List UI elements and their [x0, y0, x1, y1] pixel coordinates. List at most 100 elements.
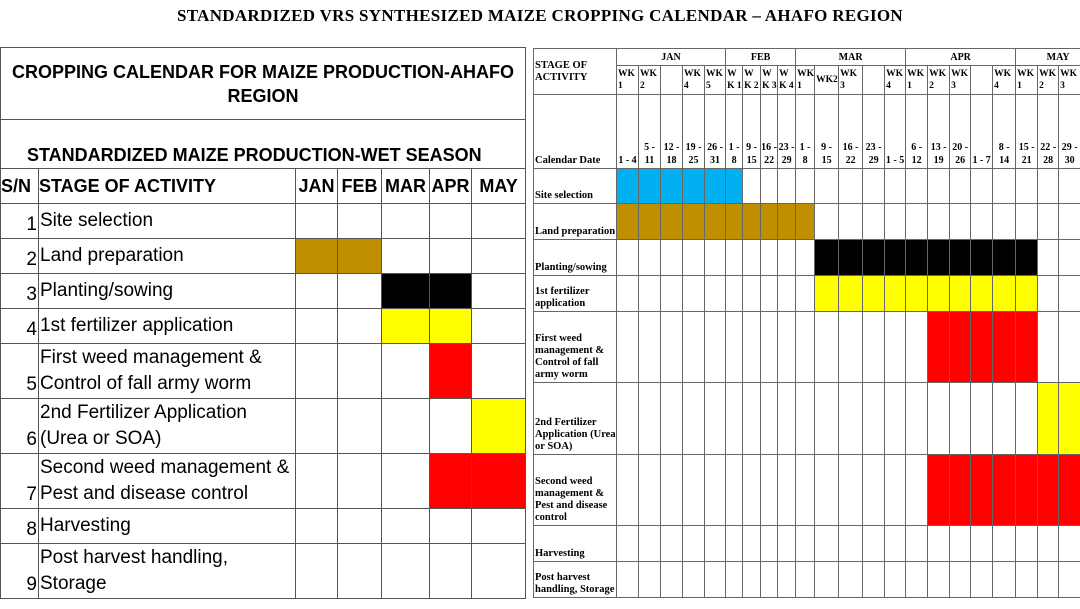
row-number: 8	[0, 508, 39, 544]
month-cell-feb	[337, 273, 382, 309]
month-header-may: MAY	[470, 168, 527, 204]
date-range-cell: 9 - 15	[742, 94, 762, 169]
week-cell	[927, 561, 951, 598]
date-range-cell: 5 - 11	[638, 94, 661, 169]
month-cell-may	[470, 508, 527, 544]
week-cell	[660, 382, 683, 455]
week-cell	[660, 310, 683, 384]
month-cell-feb	[337, 308, 382, 344]
date-range-cell: 23 - 29	[777, 94, 797, 169]
month-cell-jan	[295, 308, 338, 344]
week-cell	[1015, 167, 1039, 205]
month-header-mar: MAR	[381, 168, 430, 204]
week-cell	[660, 274, 683, 312]
row-number: 1	[0, 203, 39, 239]
week-cell	[970, 453, 994, 527]
week-header: WK 1	[905, 65, 929, 95]
row-number: 5	[0, 343, 39, 399]
month-cell-jan	[295, 343, 338, 399]
week-cell	[742, 382, 762, 455]
week-cell	[862, 274, 886, 312]
week-cell	[1058, 382, 1080, 455]
week-cell	[884, 167, 907, 205]
week-header	[862, 65, 886, 95]
week-cell	[760, 274, 779, 312]
week-cell	[742, 310, 762, 384]
week-cell	[777, 525, 797, 563]
month-cell-feb	[337, 343, 382, 399]
week-cell	[862, 203, 886, 241]
week-cell	[814, 167, 840, 205]
week-cell	[970, 274, 994, 312]
week-cell	[905, 274, 929, 312]
week-cell	[814, 274, 840, 312]
week-cell	[838, 310, 864, 384]
month-header-may: MAY	[1015, 47, 1080, 67]
week-cell	[949, 203, 972, 241]
table-row: Land preparation	[533, 203, 1080, 241]
week-cell	[927, 382, 951, 455]
month-cell-apr	[429, 343, 472, 399]
month-cell-mar	[381, 273, 430, 309]
week-header: WK4	[992, 65, 1017, 95]
activity-label: Second weed management & Pest and diseas…	[533, 453, 617, 527]
date-range-cell: 29 - 30	[1058, 94, 1080, 169]
week-cell	[638, 525, 661, 563]
date-range-cell: 15 - 21	[1015, 94, 1039, 169]
week-cell	[949, 525, 972, 563]
month-cell-jan	[295, 453, 338, 509]
activity-label: Planting/sowing	[533, 239, 617, 276]
week-cell	[703, 310, 727, 384]
table-row: 2 Land preparation	[0, 238, 527, 274]
month-header-feb: FEB	[337, 168, 382, 204]
month-cell-may	[470, 398, 527, 454]
week-cell	[1058, 525, 1080, 563]
month-header-mar: MAR	[795, 47, 907, 67]
week-cell	[725, 167, 744, 205]
week-header: WK 4	[777, 65, 797, 95]
week-cell	[1058, 203, 1080, 241]
week-cell	[725, 453, 744, 527]
month-cell-feb	[337, 543, 382, 599]
week-cell	[795, 382, 816, 455]
month-cell-may	[470, 238, 527, 274]
week-cell	[1015, 239, 1039, 276]
week-cell	[660, 525, 683, 563]
week-cell	[838, 525, 864, 563]
date-range-cell: 1 - 8	[725, 94, 744, 169]
month-cell-apr	[429, 203, 472, 239]
week-cell	[949, 382, 972, 455]
week-cell	[660, 203, 683, 241]
table-row: Harvesting	[533, 525, 1080, 563]
month-cell-feb	[337, 398, 382, 454]
week-cell	[838, 274, 864, 312]
date-range-cell: 1 - 5	[884, 94, 907, 169]
week-cell	[949, 561, 972, 598]
week-cell	[814, 203, 840, 241]
week-cell	[760, 382, 779, 455]
week-cell	[742, 453, 762, 527]
week-cell	[742, 239, 762, 276]
week-cell	[616, 239, 639, 276]
week-header: WK4	[884, 65, 907, 95]
week-cell	[992, 310, 1017, 384]
left-title: CROPPING CALENDAR FOR MAIZE PRODUCTION-A…	[0, 47, 527, 120]
week-cell	[814, 239, 840, 276]
table-row: Second weed management & Pest and diseas…	[533, 453, 1080, 527]
month-cell-mar	[381, 308, 430, 344]
week-cell	[862, 453, 886, 527]
week-cell	[927, 239, 951, 276]
week-cell	[814, 453, 840, 527]
week-cell	[682, 525, 705, 563]
table-row: Post harvest handling, Storage	[533, 561, 1080, 598]
week-cell	[777, 239, 797, 276]
sn-header: S/N	[0, 168, 39, 204]
month-cell-feb	[337, 508, 382, 544]
table-row: 2nd Fertilizer Application (Urea or SOA)	[533, 382, 1080, 455]
week-cell	[838, 203, 864, 241]
table-row: 6 2nd Fertilizer Application (Urea or SOA…	[0, 398, 527, 454]
month-cell-mar	[381, 508, 430, 544]
date-range-cell: 9 - 15	[814, 94, 840, 169]
week-cell	[760, 310, 779, 384]
week-header: WK3	[1058, 65, 1080, 95]
